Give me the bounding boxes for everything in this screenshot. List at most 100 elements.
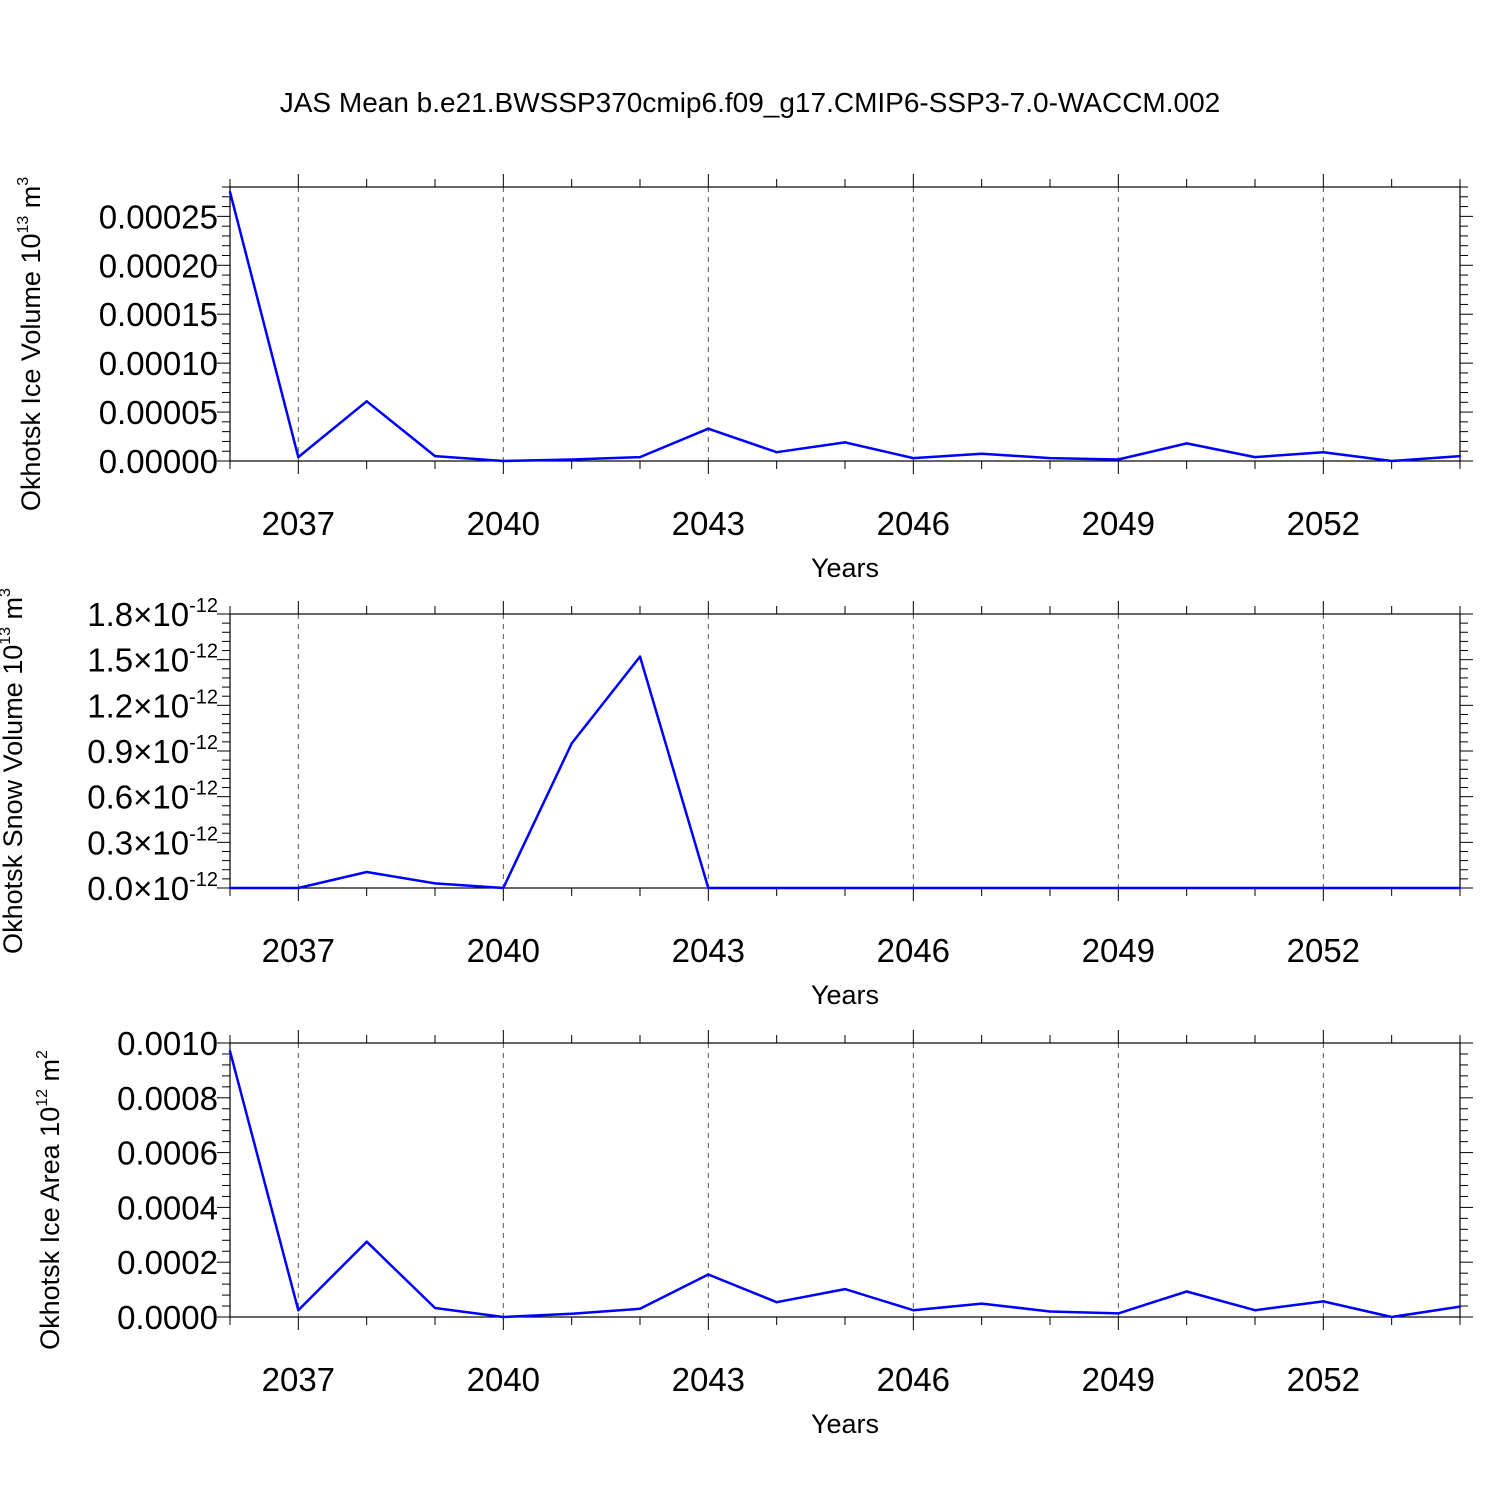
data-point (1117, 886, 1120, 890)
data-point (1458, 1305, 1462, 1308)
y-tick-label-base: 0.0000 (117, 1299, 218, 1336)
series-line (228, 191, 1461, 463)
x-tick-label: 2037 (262, 1361, 335, 1398)
data-point (843, 886, 847, 890)
y-tick-label-exponent: -12 (189, 869, 218, 891)
data-point (570, 458, 573, 461)
data-point (912, 886, 915, 890)
y-tick-label-exponent: -12 (189, 823, 218, 845)
y-axis-label-exponent: 12 (34, 1089, 51, 1107)
y-tick-label: 0.0000 (117, 1299, 218, 1336)
y-tick-label-base: 0.00000 (99, 443, 218, 480)
y-tick-label-exponent: -12 (189, 595, 218, 617)
y-tick-label: 0.00025 (99, 198, 218, 235)
data-point (502, 1315, 505, 1319)
y-tick-label-base: 1.2×10 (87, 687, 189, 724)
data-point (1048, 886, 1052, 890)
panel-2: 2037 2040 2043 2046 2049 20520.0×10-120.3×10-… (0, 588, 1473, 1010)
data-point (297, 455, 300, 459)
data-point (365, 400, 368, 403)
y-tick-label-base: 0.00005 (99, 394, 218, 431)
panel-3: 2037 2040 2043 2046 2049 2052 0.0000 0.0002 0.00… (34, 1025, 1473, 1439)
x-tick-label: 2043 (672, 932, 745, 969)
x-tick-label: 2040 (467, 932, 540, 969)
y-tick-label: 1.2×10-12 (87, 686, 218, 724)
data-point (1253, 455, 1257, 459)
y-tick-label-base: 0.0×10 (87, 870, 189, 907)
data-point (297, 886, 300, 890)
data-point (1390, 886, 1393, 890)
data-point (1253, 886, 1257, 890)
x-tick-label: 2046 (877, 932, 950, 969)
x-tick-label: 2052 (1287, 505, 1360, 542)
y-axis-label: Okhotsk Ice Volume 1013 m3 (15, 177, 46, 511)
x-tick-label: 2052 (1287, 932, 1360, 969)
y-tick-label-base: 0.0002 (117, 1244, 218, 1281)
y-axis-label-exponent: 13 (0, 627, 14, 645)
y-tick-label: 0.6×10-12 (87, 778, 218, 816)
y-tick-label-base: 0.0010 (117, 1025, 218, 1062)
y-axis-label: Okhotsk Snow Volume 1013 m3 (0, 588, 28, 954)
series-line (230, 655, 1460, 890)
y-tick-label: 0.0×10-12 (87, 869, 218, 907)
y-tick-label-base: 0.00020 (99, 247, 218, 284)
data-point (1048, 456, 1052, 460)
data-point (1253, 1308, 1257, 1312)
data-point (433, 882, 437, 885)
y-tick-label-base: 0.0004 (117, 1189, 218, 1226)
y-tick-label-base: 0.0008 (117, 1080, 218, 1117)
y-tick-label: 0.0002 (117, 1244, 218, 1281)
x-axis-label: Years (811, 553, 879, 583)
y-tick-label-exponent: -12 (189, 778, 218, 800)
x-tick-label: 2040 (467, 1361, 540, 1398)
data-point (1390, 459, 1393, 463)
x-tick-label: 2043 (672, 1361, 745, 1398)
y-axis-label-unit: m (35, 1059, 65, 1089)
data-point (638, 455, 642, 459)
y-axis-label-exponent: 13 (15, 216, 32, 234)
data-point (297, 1308, 300, 1312)
panel-1: 2037 2040 2043 2046 2049 2052 0.00000 0.00005 0.… (15, 174, 1473, 583)
data-point (1117, 458, 1120, 461)
figure-title: JAS Mean b.e21.BWSSP370cmip6.f09_g17.CMI… (280, 87, 1221, 118)
y-tick-label-base: 0.3×10 (87, 824, 189, 861)
y-tick-label: 0.9×10-12 (87, 732, 218, 770)
data-point (980, 886, 983, 890)
y-axis-label-unit-exponent: 2 (34, 1050, 51, 1059)
y-axis-label-unit-exponent: 3 (0, 588, 14, 597)
plot-frame (229, 186, 1461, 462)
plot-frame (229, 1042, 1461, 1318)
data-point (433, 454, 437, 458)
data-point (502, 886, 505, 890)
data-point (365, 1240, 368, 1243)
data-point (912, 456, 915, 460)
x-axis-label: Years (811, 1409, 879, 1439)
data-point (1458, 886, 1462, 890)
y-tick-label-base: 0.00010 (99, 345, 218, 382)
y-tick-label-base: 0.0006 (117, 1135, 218, 1172)
y-tick-label: 0.00020 (99, 247, 218, 284)
y-tick-label: 0.0010 (117, 1025, 218, 1062)
data-point (980, 1302, 983, 1305)
data-point (1458, 454, 1462, 458)
y-tick-label-exponent: -12 (189, 686, 218, 708)
data-point (638, 1307, 642, 1310)
y-tick-label: 0.00000 (99, 443, 218, 480)
y-tick-label: 0.0004 (117, 1189, 218, 1226)
data-point (1322, 886, 1325, 890)
data-point (1185, 442, 1188, 445)
x-tick-label: 2040 (467, 505, 540, 542)
data-point (707, 427, 710, 430)
data-point (912, 1308, 915, 1312)
data-point (433, 1306, 437, 1310)
data-point (775, 1301, 778, 1304)
data-point (228, 190, 232, 194)
y-axis-label-text: Okhotsk Snow Volume 10 (0, 645, 28, 954)
x-tick-label: 2052 (1287, 1361, 1360, 1398)
plot-frame (229, 613, 1461, 889)
y-tick-label: 1.8×10-12 (87, 595, 218, 633)
y-tick-label-base: 0.00015 (99, 296, 218, 333)
y-axis-label: Okhotsk Ice Area 1012 m2 (34, 1050, 65, 1350)
y-tick-label: 0.00015 (99, 296, 218, 333)
